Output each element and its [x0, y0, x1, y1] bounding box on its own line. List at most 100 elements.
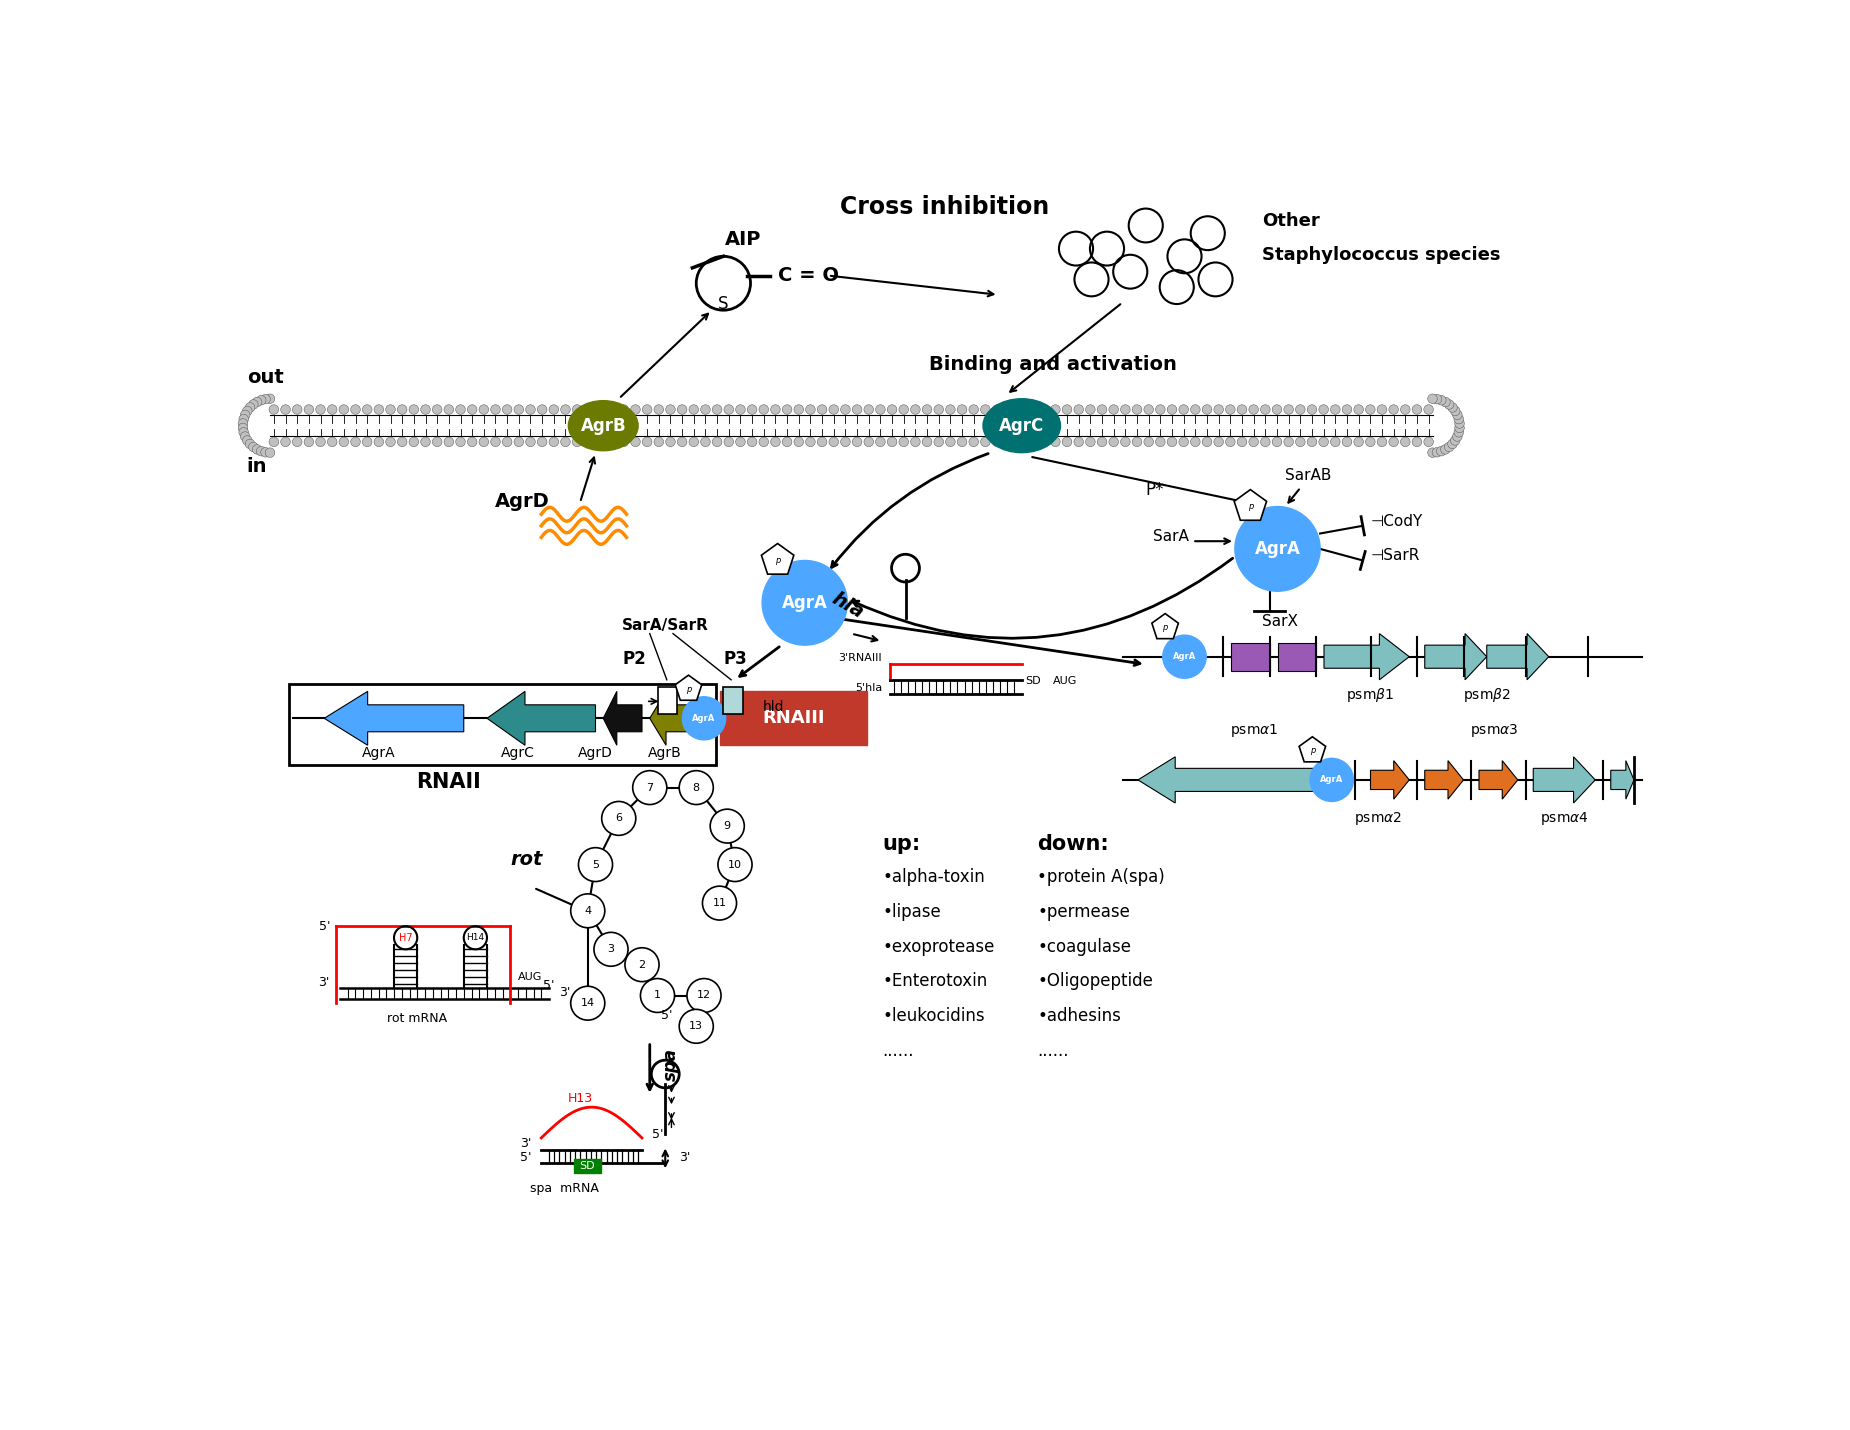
Circle shape — [596, 438, 605, 446]
Text: 5': 5' — [544, 980, 555, 992]
Circle shape — [607, 438, 616, 446]
Text: psm$\alpha$1: psm$\alpha$1 — [1230, 722, 1278, 739]
Text: SarA/SarR: SarA/SarR — [622, 618, 709, 632]
Circle shape — [479, 405, 488, 415]
FancyArrow shape — [649, 691, 696, 745]
Text: P*: P* — [1145, 480, 1164, 499]
Text: S: S — [718, 295, 729, 313]
Circle shape — [956, 438, 968, 446]
Circle shape — [625, 948, 659, 981]
Circle shape — [281, 438, 290, 446]
FancyArrow shape — [487, 691, 596, 745]
Circle shape — [1005, 438, 1014, 446]
Circle shape — [1086, 438, 1095, 446]
Circle shape — [239, 419, 248, 428]
Circle shape — [1295, 438, 1304, 446]
Text: •exoprotease: •exoprotease — [882, 938, 995, 955]
Circle shape — [572, 405, 583, 415]
Text: psm$\beta$1: psm$\beta$1 — [1347, 686, 1395, 704]
Text: AgrA: AgrA — [1254, 541, 1301, 558]
Circle shape — [655, 405, 664, 415]
Circle shape — [1051, 438, 1060, 446]
Circle shape — [444, 438, 453, 446]
Text: AgrB: AgrB — [648, 746, 683, 759]
Circle shape — [1365, 438, 1375, 446]
Circle shape — [679, 1010, 714, 1044]
Circle shape — [1238, 438, 1247, 446]
Circle shape — [433, 405, 442, 415]
Text: Binding and activation: Binding and activation — [929, 355, 1177, 373]
Circle shape — [853, 405, 862, 415]
Text: 3': 3' — [318, 977, 329, 990]
Text: AgrA: AgrA — [1173, 652, 1197, 661]
Circle shape — [934, 405, 944, 415]
Circle shape — [444, 405, 453, 415]
Circle shape — [723, 438, 734, 446]
Circle shape — [246, 403, 255, 412]
Circle shape — [818, 438, 827, 446]
Circle shape — [1156, 405, 1166, 415]
Circle shape — [525, 438, 535, 446]
Circle shape — [242, 406, 252, 416]
Text: p: p — [775, 556, 781, 565]
Circle shape — [607, 405, 616, 415]
Circle shape — [1121, 438, 1130, 446]
Text: p: p — [1310, 746, 1315, 755]
Circle shape — [1424, 405, 1434, 415]
Circle shape — [1178, 405, 1188, 415]
Circle shape — [655, 438, 664, 446]
Circle shape — [864, 405, 873, 415]
Circle shape — [1214, 405, 1223, 415]
Circle shape — [642, 405, 651, 415]
Circle shape — [640, 978, 675, 1012]
Circle shape — [1452, 410, 1462, 419]
Text: 3': 3' — [520, 1137, 531, 1150]
Circle shape — [758, 438, 768, 446]
Circle shape — [585, 405, 594, 415]
Text: 2: 2 — [638, 960, 646, 970]
Circle shape — [1319, 438, 1328, 446]
Text: psm$\alpha$3: psm$\alpha$3 — [1471, 722, 1519, 739]
Bar — [720, 691, 868, 745]
Circle shape — [503, 405, 512, 415]
Circle shape — [771, 438, 781, 446]
Circle shape — [1260, 438, 1271, 446]
Text: H7: H7 — [400, 932, 413, 942]
Circle shape — [620, 405, 629, 415]
Circle shape — [888, 438, 897, 446]
FancyArrow shape — [1138, 756, 1315, 804]
Circle shape — [1310, 758, 1354, 801]
FancyArrow shape — [1611, 761, 1634, 799]
Text: AgrC: AgrC — [999, 416, 1045, 435]
Circle shape — [736, 438, 746, 446]
Circle shape — [1376, 405, 1388, 415]
Text: H13: H13 — [568, 1091, 592, 1105]
Text: 12: 12 — [697, 991, 710, 1001]
Circle shape — [1445, 399, 1454, 409]
Bar — [289, 684, 716, 765]
Circle shape — [268, 405, 279, 415]
Circle shape — [490, 438, 500, 446]
Text: •Oligopeptide: •Oligopeptide — [1038, 972, 1153, 991]
Circle shape — [899, 438, 908, 446]
FancyArrow shape — [1534, 756, 1595, 804]
Text: 5': 5' — [651, 1128, 664, 1141]
Text: 10: 10 — [729, 859, 742, 869]
Text: spa  mRNA: spa mRNA — [531, 1181, 599, 1195]
Text: out: out — [246, 369, 283, 388]
Circle shape — [252, 445, 263, 455]
Circle shape — [1225, 438, 1236, 446]
Circle shape — [536, 405, 548, 415]
Text: 7: 7 — [646, 782, 653, 792]
Circle shape — [1016, 438, 1025, 446]
Circle shape — [1273, 405, 1282, 415]
Circle shape — [969, 405, 979, 415]
Text: SD: SD — [1025, 675, 1042, 685]
Circle shape — [352, 438, 361, 446]
Text: rot mRNA: rot mRNA — [387, 1012, 448, 1025]
Circle shape — [945, 405, 955, 415]
Text: AUG: AUG — [1053, 675, 1077, 685]
FancyArrow shape — [723, 691, 786, 745]
Circle shape — [1449, 439, 1458, 449]
Text: psm$\alpha$4: psm$\alpha$4 — [1539, 811, 1589, 827]
